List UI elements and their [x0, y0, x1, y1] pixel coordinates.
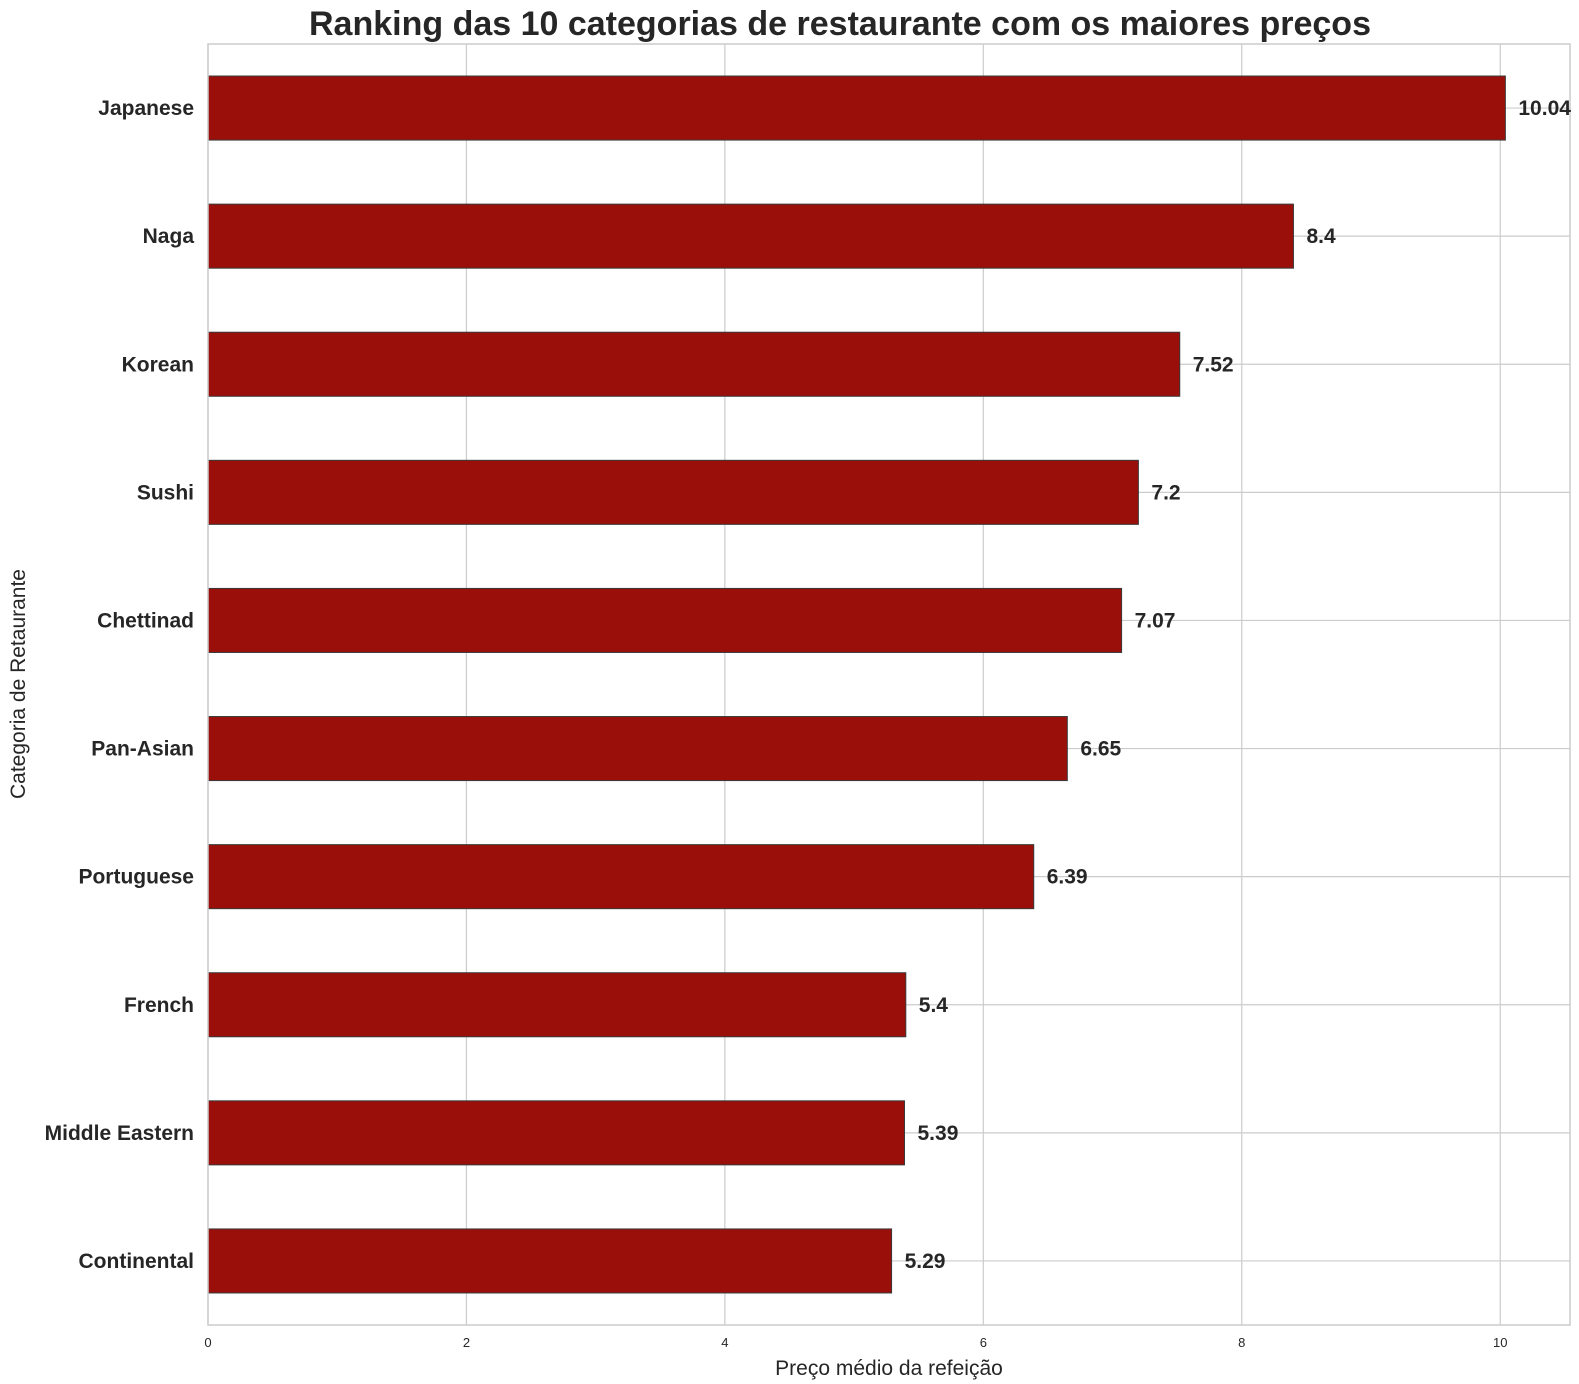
- bar: [207, 844, 1035, 910]
- category-label: Continental: [79, 1250, 195, 1273]
- bar: [207, 203, 1294, 269]
- category-label: Japanese: [98, 97, 194, 120]
- bar: [207, 331, 1181, 397]
- chart-title: Ranking das 10 categorias de restaurante…: [309, 5, 1371, 43]
- bar: [207, 75, 1506, 141]
- value-label: 8.4: [1306, 225, 1336, 248]
- category-label: Chettinad: [97, 609, 194, 632]
- bar: [207, 587, 1123, 653]
- x-tick-label: 0: [204, 1335, 211, 1350]
- value-labels: 10.04 8.4 7.52 7.2 7.07 6.65 6.39 5.4 5.39 5.29: [905, 97, 1572, 1273]
- value-label: 10.04: [1518, 97, 1571, 120]
- category-label: Pan-Asian: [91, 738, 194, 761]
- x-tick-label: 6: [980, 1335, 987, 1350]
- bar: [207, 1100, 906, 1166]
- bar: [207, 1228, 893, 1294]
- value-label: 7.2: [1151, 481, 1180, 504]
- plot-frame: [207, 43, 1571, 1326]
- category-label: Korean: [122, 353, 194, 376]
- x-tick-label: 2: [463, 1335, 470, 1350]
- x-tick-label: 10: [1493, 1335, 1507, 1350]
- bar: [207, 459, 1139, 525]
- bars: [207, 75, 1506, 1294]
- bar: [207, 716, 1068, 782]
- x-axis-title: Preço médio da refeição: [775, 1357, 1003, 1380]
- value-label: 6.39: [1047, 866, 1088, 889]
- value-label: 7.07: [1135, 609, 1176, 632]
- category-label: Sushi: [137, 481, 194, 504]
- value-label: 7.52: [1193, 353, 1234, 376]
- category-label: Naga: [143, 225, 195, 248]
- category-labels: Japanese Naga Korean Sushi Chettinad Pan-Asia…: [45, 97, 195, 1273]
- category-label: Middle Eastern: [45, 1122, 194, 1145]
- category-label: French: [124, 994, 194, 1017]
- x-tick-label: 4: [721, 1335, 728, 1350]
- value-label: 6.65: [1080, 738, 1121, 761]
- value-label: 5.4: [919, 994, 949, 1017]
- bar: [207, 972, 907, 1038]
- x-tick-labels: 0 2 4 6 8 10: [204, 1335, 1507, 1350]
- category-label: Portuguese: [78, 866, 194, 889]
- value-label: 5.29: [905, 1250, 946, 1273]
- x-tick-label: 8: [1238, 1335, 1245, 1350]
- value-label: 5.39: [918, 1122, 959, 1145]
- y-axis-title: Categoria de Retaurante: [7, 569, 30, 799]
